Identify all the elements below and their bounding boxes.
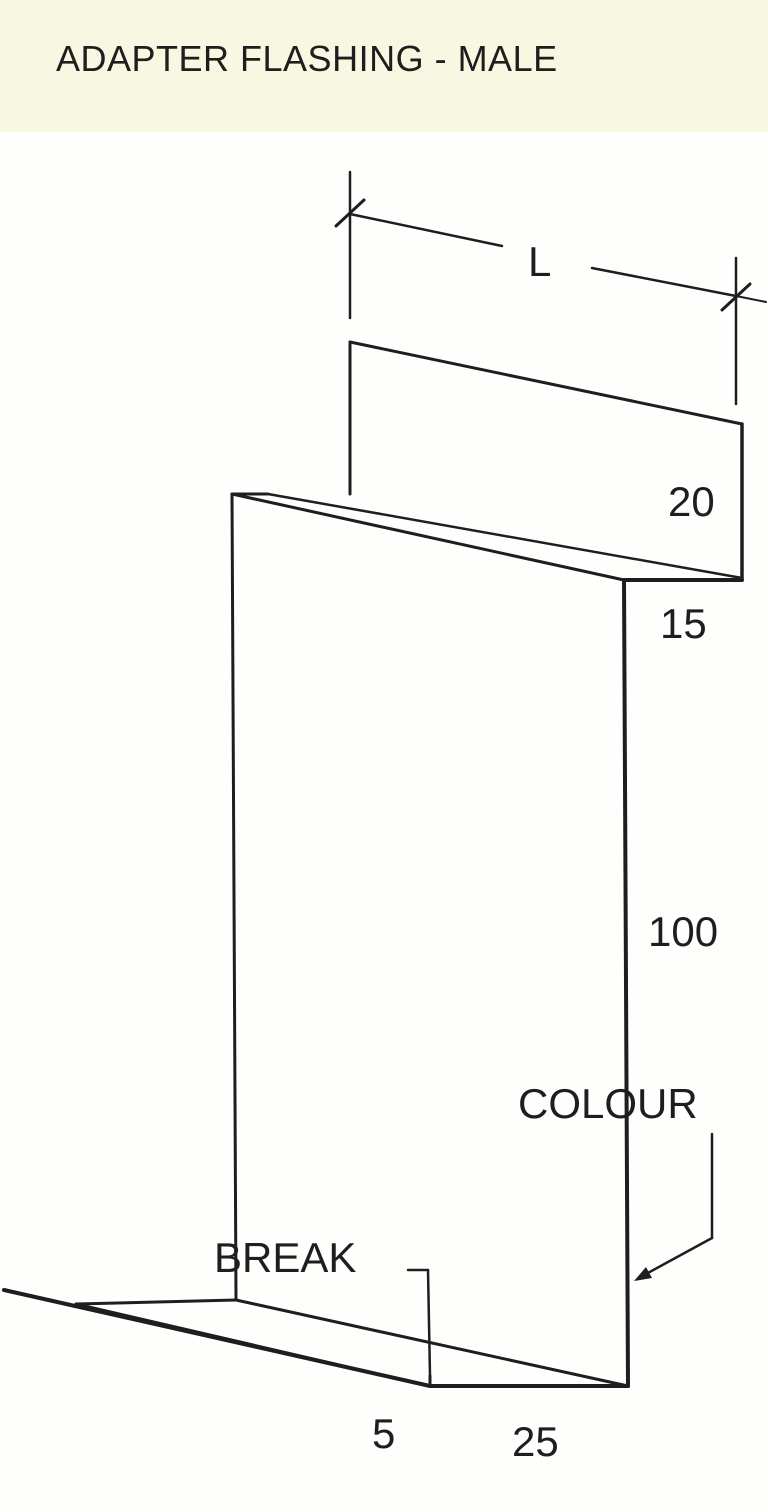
step-label: 15 (660, 600, 707, 647)
length-label-gap (518, 236, 568, 280)
top-flange (348, 340, 744, 582)
drawing-title: ADAPTER FLASHING - MALE (56, 38, 558, 79)
break-leader (406, 1268, 432, 1378)
bottom-leg (2, 1288, 630, 1388)
length-dimension (334, 170, 767, 406)
colour-callout: COLOUR (518, 1080, 698, 1127)
bottom-leg-label: 25 (512, 1418, 559, 1465)
title-band (0, 0, 768, 132)
bottom-small-label: 5 (372, 1410, 395, 1457)
height-label: 100 (648, 908, 718, 955)
length-label: L (528, 238, 551, 285)
main-face (230, 492, 630, 1388)
colour-leader (634, 1132, 714, 1281)
break-callout: BREAK (214, 1234, 356, 1281)
step-face (230, 492, 744, 582)
colour-arrowhead (634, 1267, 652, 1281)
top-flange-label: 20 (668, 478, 715, 525)
